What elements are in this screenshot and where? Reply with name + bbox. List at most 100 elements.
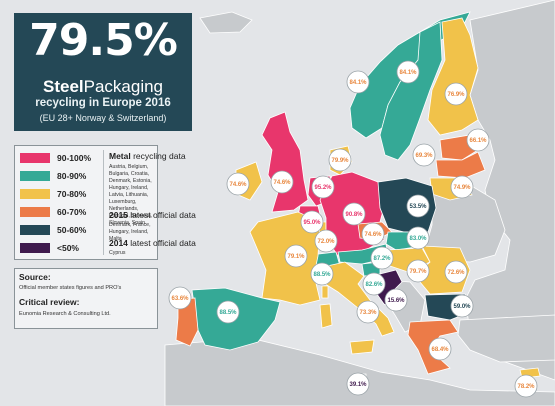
map-value-greece: 68.4% [428,337,452,361]
metal-heading: Metal recycling data [109,151,186,161]
map-value-text: 15.6% [387,298,405,304]
map-value-text: 79.9% [331,158,349,164]
legend-panel: 90-100% 80-90% 70-80% 60-70% 50-60% <50%… [14,145,196,260]
legend-divider [103,150,104,255]
source-title: Source: [19,272,51,282]
country-latvia [435,151,486,179]
map-value-cyprus: 78.2% [514,374,538,398]
official-2014-year: 2014 [109,238,128,248]
map-value-text: 95.0% [303,220,321,226]
map-value-belgium: 95.0% [300,210,324,234]
map-value-text: 39.1% [349,382,367,388]
legend-label: 50-60% [57,225,87,235]
brand-title: SteelPackaging [14,77,192,97]
map-value-text: 88.5% [313,272,331,278]
source-panel: Source: Official member states figures a… [14,268,158,329]
country-corsica [321,285,329,299]
map-value-poland: 53.5% [406,194,430,218]
map-value-germany: 90.8% [342,202,366,226]
land-africa [164,337,555,406]
map-value-malta: 39.1% [346,372,370,396]
brand-strong: Steel [42,77,84,96]
legend-label: 90-100% [57,153,92,163]
map-value-text: 74.9% [453,185,471,191]
legend-label: 60-70% [57,207,87,217]
official-2015-rest: latest official data [127,210,196,220]
map-value-croatia: 15.6% [384,288,408,312]
source-text: Official member states figures and PRO's [19,285,122,291]
map-value-italy: 73.3% [356,300,380,324]
map-value-text: 76.9% [447,92,465,98]
legend-swatch-60-70 [20,207,50,217]
map-value-text: 72.6% [447,270,465,276]
headline-rate: 79.5% [29,15,178,66]
countries-2014: Cyprus [109,250,126,256]
map-value-text: 72.0% [317,239,335,245]
country-sicily [349,339,375,355]
legend-label: 70-80% [57,189,87,199]
legend-label: <50% [57,243,79,253]
map-value-norway: 84.1% [346,70,370,94]
country-uk [261,111,309,213]
map-value-uk: 74.6% [270,170,294,194]
map-value-text: 73.3% [359,310,377,316]
map-value-slovenia: 82.6% [362,272,386,296]
official-2015-year: 2015 [109,210,128,220]
map-value-czechia: 74.6% [361,222,385,246]
official-2015-heading: 2015 latest official data [109,210,196,220]
metal-heading-strong: Metal [109,151,131,161]
map-value-text: 84.1% [349,80,367,86]
map-value-austria: 87.2% [370,246,394,270]
official-2014-rest: latest official data [127,238,196,248]
map-value-text: 83.0% [409,236,427,242]
map-value-text: 90.8% [345,212,363,218]
map-value-sweden: 84.1% [396,60,420,84]
metal-heading-rest: recycling data [130,151,186,161]
map-value-latvia: 69.3% [412,143,436,167]
land-iceland [199,11,253,34]
map-value-text: 68.4% [431,347,449,353]
country-sweden [379,21,443,161]
map-value-switzerland: 88.5% [310,262,334,286]
map-value-ireland: 74.6% [226,172,250,196]
map-value-lithuania: 74.9% [450,175,474,199]
review-title: Critical review: [19,297,80,307]
map-value-slovakia: 83.0% [406,226,430,250]
map-value-text: 78.2% [517,384,535,390]
country-sardinia [319,303,333,329]
map-value-text: 88.5% [219,310,237,316]
map-value-text: 79.7% [409,269,427,275]
map-value-bulgaria: 59.0% [450,294,474,318]
map-value-spain: 88.5% [216,300,240,324]
map-value-netherlands: 95.2% [311,175,335,199]
legend-swatch-70-80 [20,189,50,199]
map-value-romania: 72.6% [444,260,468,284]
map-value-hungary: 79.7% [406,259,430,283]
map-value-france: 79.1% [284,244,308,268]
map-value-luxembourg: 72.0% [314,229,338,253]
map-value-text: 79.1% [287,254,305,260]
map-value-text: 82.6% [365,282,383,288]
map-value-text: 53.5% [409,204,427,210]
legend-label: 80-90% [57,171,87,181]
map-value-text: 63.6% [171,296,189,302]
map-value-finland: 76.9% [444,82,468,106]
map-value-text: 74.6% [229,182,247,188]
map-value-estonia: 66.1% [466,128,490,152]
official-2014-heading: 2014 latest official data [109,238,196,248]
countries-2015: Denmark, France, Hungary, Ireland, Malta [109,222,151,242]
country-portugal [175,297,199,347]
land-turkey [457,314,555,363]
legend-swatch-90-100 [20,153,50,163]
legend-swatch-80-90 [20,171,50,181]
map-value-portugal: 63.6% [168,286,192,310]
map-value-denmark: 79.9% [328,148,352,172]
map-value-text: 69.3% [415,153,433,159]
map-value-text: 66.1% [469,138,487,144]
map-value-text: 87.2% [373,256,391,262]
map-value-text: 84.1% [399,70,417,76]
headline-subtitle: recycling in Europe 2016 [35,97,171,109]
countries-main: Austria, Belgium, Bulgaria, Croatia, Den… [109,164,153,226]
country-finland [427,17,479,136]
